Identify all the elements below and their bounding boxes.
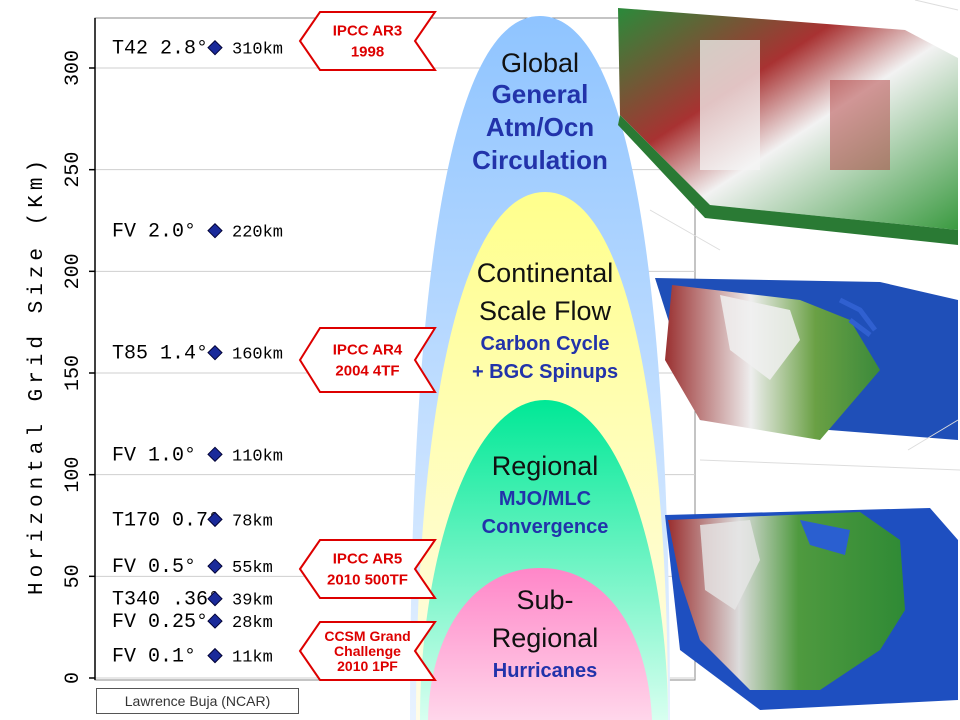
- km-label: 11km: [232, 649, 273, 668]
- milestone-text: CCSM Grand: [324, 628, 410, 644]
- region-label: Sub- Regional Hurricanes: [492, 585, 599, 682]
- region-title: Continental: [477, 258, 614, 288]
- region-subtitle: Circulation: [472, 145, 608, 175]
- region-subtitle: MJO/MLC: [499, 488, 591, 510]
- y-tick-label: 150: [62, 355, 85, 391]
- milestone-tag: IPCC AR4 2004 4TF: [298, 327, 437, 393]
- resolution-label: FV 0.1°: [112, 646, 196, 669]
- data-point: FV 1.0° 110km: [112, 444, 283, 467]
- resolution-label: FV 0.25°: [112, 611, 208, 634]
- milestone-tag: IPCC AR3 1998: [298, 11, 437, 71]
- diamond-marker: [207, 613, 223, 629]
- data-point: FV 2.0° 220km: [112, 221, 283, 244]
- author-credit: Lawrence Buja (NCAR): [96, 688, 299, 714]
- terrain-map-continental: [655, 278, 958, 440]
- milestone-tag: IPCC AR5 2010 500TF: [298, 539, 437, 599]
- milestone-text: IPCC AR5: [333, 551, 402, 568]
- diamond-marker: [207, 222, 223, 239]
- terrain-map-us: [665, 508, 958, 710]
- y-tick-label: 200: [62, 253, 85, 289]
- km-label: 28km: [232, 614, 273, 633]
- resolution-label: FV 2.0°: [112, 221, 196, 244]
- diamond-marker: [207, 511, 223, 528]
- km-label: 310km: [232, 41, 283, 60]
- milestone-tag-shape: [298, 621, 437, 681]
- diamond-marker: [207, 647, 223, 664]
- region-title: Global: [501, 48, 579, 78]
- diamond-marker: [207, 39, 223, 56]
- resolution-label: T170 0.7°: [112, 509, 220, 532]
- data-points: T42 2.8° 310km FV 2.0° 220km T85 1.4° 160km FV…: [112, 38, 283, 669]
- y-tick-label: 250: [62, 152, 85, 188]
- region-arch-subregional: [428, 568, 652, 720]
- resolution-label: T85 1.4°: [112, 343, 208, 366]
- y-axis: 0 50 100 150 200 250 300: [62, 18, 96, 684]
- diamond-marker: [207, 558, 223, 574]
- km-label: 39km: [232, 592, 273, 611]
- km-label: 160km: [232, 346, 283, 365]
- resolution-label: T42 2.8°: [112, 38, 208, 61]
- diamond-marker: [207, 446, 223, 463]
- region-label: Continental Scale Flow Carbon Cycle + BGC S…: [472, 258, 618, 383]
- milestone-tag-shape: [298, 539, 437, 599]
- terrain-maps: [618, 0, 960, 710]
- resolution-label: T340 .36°: [112, 589, 220, 612]
- milestone-text: IPCC AR4: [333, 342, 403, 359]
- region-arches: [410, 16, 670, 720]
- diamond-marker: [207, 344, 223, 361]
- region-subtitle: General: [492, 79, 589, 109]
- milestone-text: 2010 500TF: [327, 572, 408, 589]
- km-label: 220km: [232, 224, 283, 243]
- data-point: T170 0.7° 78km: [112, 509, 273, 532]
- diamond-marker: [207, 590, 223, 607]
- km-label: 78km: [232, 512, 273, 531]
- milestone-text: 2004 4TF: [335, 363, 399, 380]
- data-point: T340 .36° 39km: [112, 589, 273, 612]
- region-subtitle: + BGC Spinups: [472, 361, 618, 383]
- milestone-text: Challenge: [334, 643, 401, 659]
- region-title: Scale Flow: [479, 296, 612, 326]
- km-label: 110km: [232, 447, 283, 466]
- data-point: T42 2.8° 310km: [112, 38, 283, 61]
- region-subtitle: Carbon Cycle: [481, 333, 610, 355]
- terrain-map-global: [618, 8, 958, 245]
- y-tick-label: 0: [62, 672, 85, 684]
- region-title: Regional: [492, 451, 599, 481]
- map-axis-lines: [649, 0, 960, 471]
- data-point: FV 0.5° 55km: [112, 556, 273, 579]
- milestone-text: IPCC AR3: [333, 23, 402, 40]
- km-label: 55km: [232, 559, 273, 578]
- data-point: FV 0.1° 11km: [112, 646, 273, 669]
- y-tick-label: 50: [62, 564, 85, 588]
- resolution-label: FV 0.5°: [112, 556, 196, 579]
- region-subtitle: Convergence: [482, 516, 609, 538]
- region-title: Regional: [492, 623, 599, 653]
- y-tick-label: 300: [62, 50, 85, 86]
- region-subtitle: Atm/Ocn: [486, 112, 594, 142]
- y-axis-label: Horizontal Grid Size (Km): [26, 155, 49, 595]
- milestone-text: 2010 1PF: [337, 658, 398, 674]
- resolution-label: FV 1.0°: [112, 444, 196, 467]
- region-title: Sub-: [516, 585, 573, 615]
- region-label: Regional MJO/MLC Convergence: [482, 451, 609, 538]
- y-tick-label: 100: [62, 457, 85, 493]
- data-point: FV 0.25° 28km: [112, 611, 273, 634]
- milestone-text: 1998: [351, 44, 384, 61]
- milestone-tags: IPCC AR3 1998 IPCC AR4 2004 4TF IPCC AR5 2010…: [298, 11, 437, 681]
- milestone-tag-shape: [298, 327, 437, 393]
- data-point: T85 1.4° 160km: [112, 343, 283, 366]
- region-subtitle: Hurricanes: [493, 660, 598, 682]
- milestone-tag-shape: [298, 11, 437, 71]
